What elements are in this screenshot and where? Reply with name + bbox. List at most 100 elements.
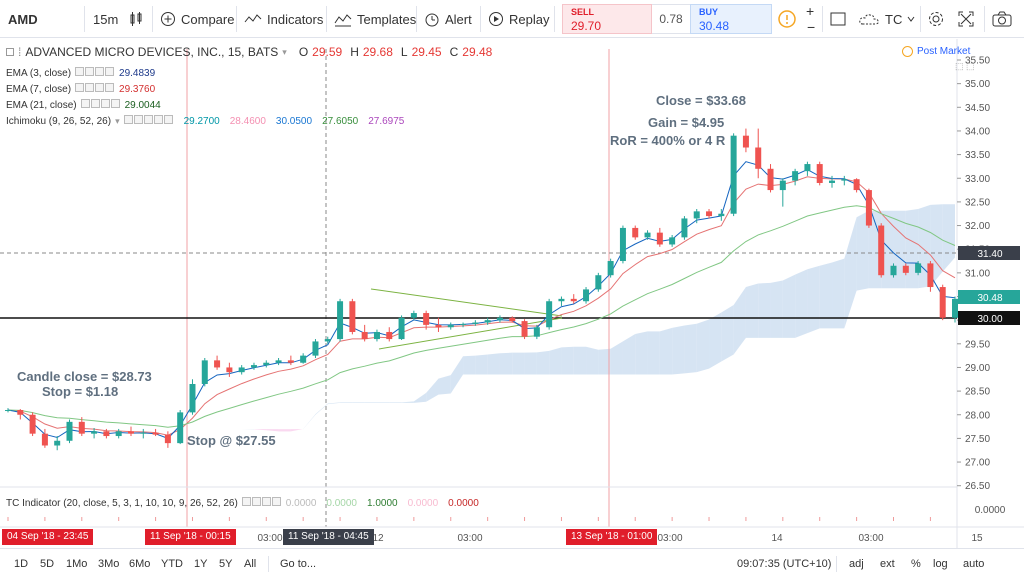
templates-icon: [334, 11, 352, 27]
ema3-legend[interactable]: EMA (3, close) 29.4839: [6, 67, 155, 79]
ema21-legend[interactable]: EMA (21, close) 29.0044: [6, 99, 161, 111]
range-label: 6Mo: [129, 558, 150, 570]
symbol-search[interactable]: AMD: [8, 0, 38, 38]
candle: [534, 325, 540, 339]
percent-toggle[interactable]: %: [911, 549, 921, 579]
chevron-down-icon: [907, 15, 915, 23]
divider: [236, 6, 237, 32]
tc-label: TC: [885, 12, 902, 27]
tc-value-5: 0.0000: [448, 498, 479, 509]
cloud-segment: [709, 312, 721, 368]
log-toggle[interactable]: log: [933, 549, 948, 579]
high-label: H: [350, 45, 359, 59]
price-tick-label: 33.50: [965, 150, 990, 161]
legend-controls[interactable]: [242, 497, 282, 509]
cloud-segment: [648, 331, 660, 374]
compare-label: Compare: [181, 12, 234, 27]
range-6mo[interactable]: 6Mo: [129, 549, 150, 579]
clock-display[interactable]: 09:07:35 (UTC+10): [737, 549, 831, 579]
cloud-segment: [303, 414, 315, 429]
alarm-clock-icon: [424, 11, 440, 27]
square-icon: [830, 12, 846, 26]
candle: [792, 169, 798, 186]
range-label: 3Mo: [98, 558, 119, 570]
indicators-button[interactable]: Indicators: [244, 0, 323, 38]
legend-controls[interactable]: [75, 67, 115, 79]
candle: [669, 235, 675, 247]
candle: [645, 230, 651, 239]
cloud-segment: [635, 331, 647, 374]
buy-button[interactable]: BUY 30.48: [690, 4, 772, 34]
auto-toggle[interactable]: auto: [963, 549, 984, 579]
range-3mo[interactable]: 3Mo: [98, 549, 119, 579]
candle: [312, 339, 318, 358]
replay-label: Replay: [509, 12, 549, 27]
goto-button[interactable]: Go to...: [280, 549, 316, 579]
cloud-segment: [414, 393, 426, 403]
tc-value-3: 1.0000: [367, 498, 398, 509]
main-legend[interactable]: ⁞ ADVANCED MICRO DEVICES, INC., 15, BATS…: [6, 45, 492, 59]
compare-button[interactable]: Compare: [160, 0, 234, 38]
scale-buttons[interactable]: ⬚ ⬚: [955, 61, 975, 72]
sell-button[interactable]: SELL 29.70: [562, 4, 652, 34]
legend-controls[interactable]: [75, 83, 115, 95]
interval-button[interactable]: 15m: [93, 0, 118, 38]
chevron-down-icon[interactable]: ▾: [115, 116, 120, 127]
range-label: 1Y: [194, 558, 207, 570]
cloud-segment: [500, 353, 512, 375]
range-5y[interactable]: 5Y: [219, 549, 232, 579]
snapshot-button[interactable]: [992, 0, 1012, 38]
fullscreen-rect-button[interactable]: [830, 0, 846, 38]
cloud-segment: [426, 379, 438, 402]
expand-button[interactable]: [958, 0, 974, 38]
adj-toggle[interactable]: adj: [849, 549, 864, 579]
close-value: 29.48: [462, 45, 492, 59]
legend-controls[interactable]: [81, 99, 121, 111]
range-all[interactable]: All: [244, 549, 256, 579]
time-tick-label: 03:00: [457, 533, 482, 544]
candle: [841, 176, 847, 185]
range-label: 1D: [14, 558, 28, 570]
candle: [349, 299, 355, 334]
candle: [374, 330, 380, 342]
cloud-segment: [549, 347, 561, 374]
tc-cloud-button[interactable]: TC: [858, 0, 915, 38]
range-5d[interactable]: 5D: [40, 549, 54, 579]
ichimoku-legend[interactable]: Ichimoku (9, 26, 52, 26) ▾ 29.2700 28.46…: [6, 115, 404, 127]
templates-button[interactable]: Templates: [334, 0, 416, 38]
info-button[interactable]: [778, 0, 796, 38]
trendline-upper: [371, 289, 562, 316]
buy-label: BUY: [699, 7, 718, 17]
candle: [362, 325, 368, 342]
alert-label: Alert: [445, 12, 472, 27]
tc-indicator-legend[interactable]: TC Indicator (20, close, 5, 3, 1, 10, 10…: [6, 497, 479, 509]
range-1y[interactable]: 1Y: [194, 549, 207, 579]
time-tick-label: 03:00: [858, 533, 883, 544]
symbol-label: AMD: [8, 12, 38, 27]
collapse-legend-icon[interactable]: [6, 48, 14, 56]
alert-button[interactable]: Alert: [424, 0, 472, 38]
ext-toggle[interactable]: ext: [880, 549, 895, 579]
post-market-tag[interactable]: Post Market: [902, 46, 970, 57]
settings-button[interactable]: [927, 0, 945, 38]
range-ytd[interactable]: YTD: [161, 549, 183, 579]
candle: [804, 162, 810, 176]
range-label: 5Y: [219, 558, 232, 570]
price-badge-30-00: 30.00: [958, 311, 1020, 325]
candle: [706, 209, 712, 218]
range-label: YTD: [161, 558, 183, 570]
range-1d[interactable]: 1D: [14, 549, 28, 579]
cloud-segment: [561, 347, 573, 375]
candle-style-button[interactable]: [128, 0, 144, 38]
legend-controls[interactable]: [124, 115, 174, 127]
range-1mo[interactable]: 1Mo: [66, 549, 87, 579]
ichimoku-chikou-value: 30.0500: [276, 116, 312, 127]
expand-icon: [958, 11, 974, 27]
low-value: 29.45: [412, 45, 442, 59]
price-tick-label: 31.00: [965, 268, 990, 279]
replay-button[interactable]: Replay: [488, 0, 549, 38]
ema7-legend[interactable]: EMA (7, close) 29.3760: [6, 83, 155, 95]
price-tick-label: 32.50: [965, 197, 990, 208]
chevron-down-icon[interactable]: ▾: [282, 47, 287, 58]
